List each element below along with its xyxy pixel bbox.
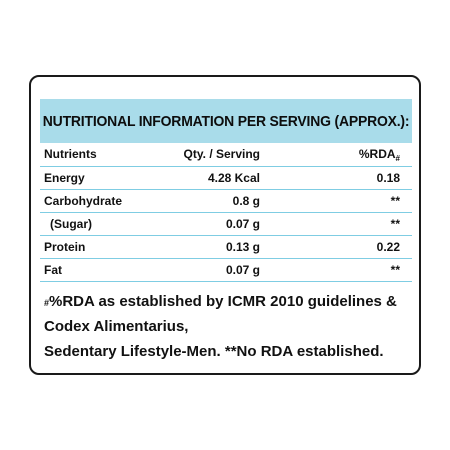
header-rda-mark: # xyxy=(395,154,400,163)
nutrient-rda: 0.18 xyxy=(376,171,400,185)
table-row: (Sugar) 0.07 g ** xyxy=(40,213,412,236)
nutrient-rda: ** xyxy=(390,263,400,277)
panel-title: NUTRITIONAL INFORMATION PER SERVING (APP… xyxy=(42,112,410,130)
table-header-row: Nutrients Qty. / Serving %RDA# xyxy=(40,143,412,167)
nutrient-qty: 0.13 g xyxy=(225,240,260,254)
title-band: NUTRITIONAL INFORMATION PER SERVING (APP… xyxy=(40,99,412,143)
nutrition-info-panel: NUTRITIONAL INFORMATION PER SERVING (APP… xyxy=(29,75,421,375)
nutrient-qty: 4.28 Kcal xyxy=(207,171,260,185)
nutrient-qty: 0.07 g xyxy=(225,263,260,277)
footnote: #%RDA as established by ICMR 2010 guidel… xyxy=(44,289,416,364)
nutrient-name: Carbohydrate xyxy=(44,194,123,208)
footnote-line-3: Sedentary Lifestyle-Men. **No RDA establ… xyxy=(44,343,384,360)
nutrient-qty: 0.07 g xyxy=(225,217,260,231)
table-row: Carbohydrate 0.8 g ** xyxy=(40,190,412,213)
footnote-mark: # xyxy=(44,298,50,308)
footnote-line-1: #%RDA as established by ICMR 2010 guidel… xyxy=(44,289,416,314)
nutrient-rda: ** xyxy=(390,194,400,208)
nutrition-table: Nutrients Qty. / Serving %RDA# Energy 4.… xyxy=(40,143,412,282)
nutrient-name: (Sugar) xyxy=(50,217,92,231)
table-row: Energy 4.28 Kcal 0.18 xyxy=(40,167,412,190)
header-nutrients: Nutrients xyxy=(44,147,97,161)
table-row: Protein 0.13 g 0.22 xyxy=(40,236,412,259)
nutrient-name: Fat xyxy=(44,263,62,277)
footnote-line-1-text: %RDA as established by ICMR 2010 guideli… xyxy=(49,293,397,310)
nutrient-name: Energy xyxy=(44,171,85,185)
header-qty: Qty. / Serving xyxy=(183,147,260,161)
nutrient-rda: ** xyxy=(390,217,400,231)
nutrient-name: Protein xyxy=(44,240,86,254)
footnote-line-2: Codex Alimentarius, xyxy=(44,318,189,335)
header-rda-label: %RDA xyxy=(358,147,396,161)
nutrient-rda: 0.22 xyxy=(376,240,400,254)
header-rda: %RDA# xyxy=(358,147,400,163)
nutrient-qty: 0.8 g xyxy=(232,194,260,208)
table-row: Fat 0.07 g ** xyxy=(40,259,412,282)
